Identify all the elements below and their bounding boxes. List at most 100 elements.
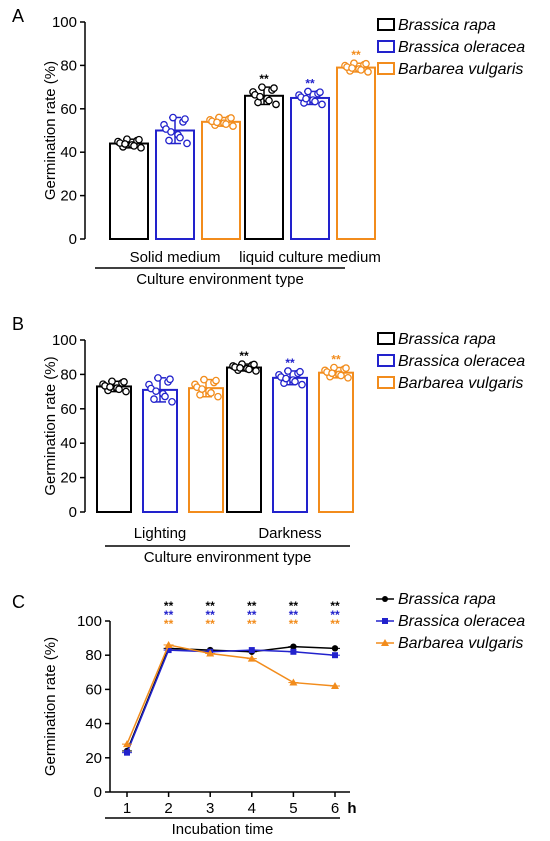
y-tick-label: 80 bbox=[60, 366, 77, 383]
data-point bbox=[236, 364, 244, 372]
data-point bbox=[362, 59, 370, 68]
significance-mark: ** bbox=[331, 353, 341, 367]
significance-mark: ** bbox=[247, 608, 257, 622]
significance-mark: ** bbox=[164, 599, 174, 613]
data-point bbox=[332, 652, 338, 659]
significance-mark: ** bbox=[206, 608, 216, 622]
data-point bbox=[176, 133, 184, 142]
data-point bbox=[250, 360, 258, 369]
y-tick-label: 20 bbox=[60, 470, 77, 487]
data-point bbox=[135, 135, 143, 144]
legend-label: Brassica oleracea bbox=[398, 39, 525, 56]
significance-mark: ** bbox=[330, 608, 340, 622]
data-point bbox=[256, 92, 264, 101]
data-point bbox=[115, 385, 123, 394]
y-tick-label: 0 bbox=[69, 231, 77, 248]
data-point bbox=[357, 66, 365, 74]
legend-label: Barbarea vulgaris bbox=[398, 635, 523, 652]
data-point bbox=[120, 378, 128, 386]
bar bbox=[226, 366, 262, 513]
bar bbox=[244, 94, 284, 240]
data-point bbox=[124, 749, 130, 756]
data-point bbox=[213, 118, 221, 127]
significance-mark: ** bbox=[330, 617, 340, 631]
data-point bbox=[164, 640, 173, 648]
legend-swatch bbox=[377, 62, 395, 75]
data-point bbox=[284, 367, 292, 375]
y-tick-label: 80 bbox=[60, 57, 77, 74]
bar bbox=[201, 120, 241, 240]
bar bbox=[142, 388, 178, 514]
data-point bbox=[165, 136, 173, 145]
significance-mark: ** bbox=[164, 617, 174, 631]
legend-label: Brassica oleracea bbox=[398, 613, 525, 630]
data-point bbox=[200, 375, 208, 384]
legend-label: Brassica rapa bbox=[398, 591, 496, 608]
significance-mark: ** bbox=[164, 608, 174, 622]
legend-marker bbox=[381, 639, 389, 646]
legend-label: Barbarea vulgaris bbox=[398, 61, 523, 78]
data-point bbox=[331, 645, 339, 652]
significance-mark: ** bbox=[330, 599, 340, 613]
data-point bbox=[198, 385, 206, 393]
category-label: Lighting bbox=[134, 525, 187, 542]
data-point bbox=[122, 387, 130, 396]
bar bbox=[318, 371, 354, 513]
legend-label: Brassica rapa bbox=[398, 17, 496, 34]
panel-letter: A bbox=[12, 6, 24, 26]
y-axis-label: Germination rate (%) bbox=[42, 637, 59, 776]
y-tick-label: 20 bbox=[60, 188, 77, 205]
legend-label: Brassica oleracea bbox=[398, 353, 525, 370]
data-point bbox=[245, 365, 253, 374]
bar bbox=[96, 385, 132, 513]
bar bbox=[336, 66, 376, 240]
significance-mark: ** bbox=[285, 356, 295, 370]
significance-mark: ** bbox=[289, 608, 299, 622]
data-point bbox=[169, 113, 177, 122]
data-point bbox=[290, 648, 297, 655]
panel-letter: C bbox=[12, 592, 25, 612]
y-tick-label: 60 bbox=[60, 401, 77, 418]
data-point bbox=[272, 100, 280, 109]
x-tick-label: 2 bbox=[164, 800, 172, 817]
data-point bbox=[342, 364, 350, 372]
data-point bbox=[106, 383, 114, 391]
legend-swatch bbox=[377, 354, 395, 367]
legend-swatch bbox=[377, 332, 395, 345]
data-point bbox=[270, 84, 278, 92]
significance-mark: ** bbox=[259, 72, 269, 86]
significance-mark: ** bbox=[239, 349, 249, 363]
data-point bbox=[165, 647, 172, 654]
significance-mark: ** bbox=[206, 617, 216, 631]
data-point bbox=[304, 87, 312, 96]
data-point bbox=[214, 392, 222, 401]
bar bbox=[109, 142, 149, 241]
data-point bbox=[229, 122, 237, 130]
x-tick-label: 5 bbox=[289, 800, 297, 817]
x-axis-label: Culture environment type bbox=[144, 549, 312, 566]
legend-marker bbox=[382, 618, 388, 624]
x-tick-label: 1 bbox=[123, 800, 131, 817]
data-point bbox=[123, 740, 131, 748]
data-point bbox=[247, 654, 256, 662]
x-axis-label: Incubation time bbox=[172, 821, 274, 838]
data-point bbox=[302, 94, 310, 103]
data-point bbox=[348, 64, 356, 72]
y-tick-label: 100 bbox=[52, 332, 77, 349]
category-label: liquid culture medium bbox=[239, 249, 381, 266]
y-tick-label: 80 bbox=[85, 647, 102, 664]
data-point bbox=[344, 373, 352, 382]
data-point bbox=[130, 142, 138, 150]
significance-mark: ** bbox=[305, 76, 315, 90]
y-tick-label: 100 bbox=[52, 14, 77, 31]
data-point bbox=[121, 140, 129, 148]
data-point bbox=[222, 120, 230, 129]
data-point bbox=[248, 647, 255, 654]
data-point bbox=[290, 643, 297, 650]
data-point bbox=[316, 88, 324, 97]
y-tick-label: 100 bbox=[77, 613, 102, 630]
data-point bbox=[227, 114, 235, 122]
panel-letter: B bbox=[12, 314, 24, 334]
y-tick-label: 40 bbox=[60, 144, 77, 161]
